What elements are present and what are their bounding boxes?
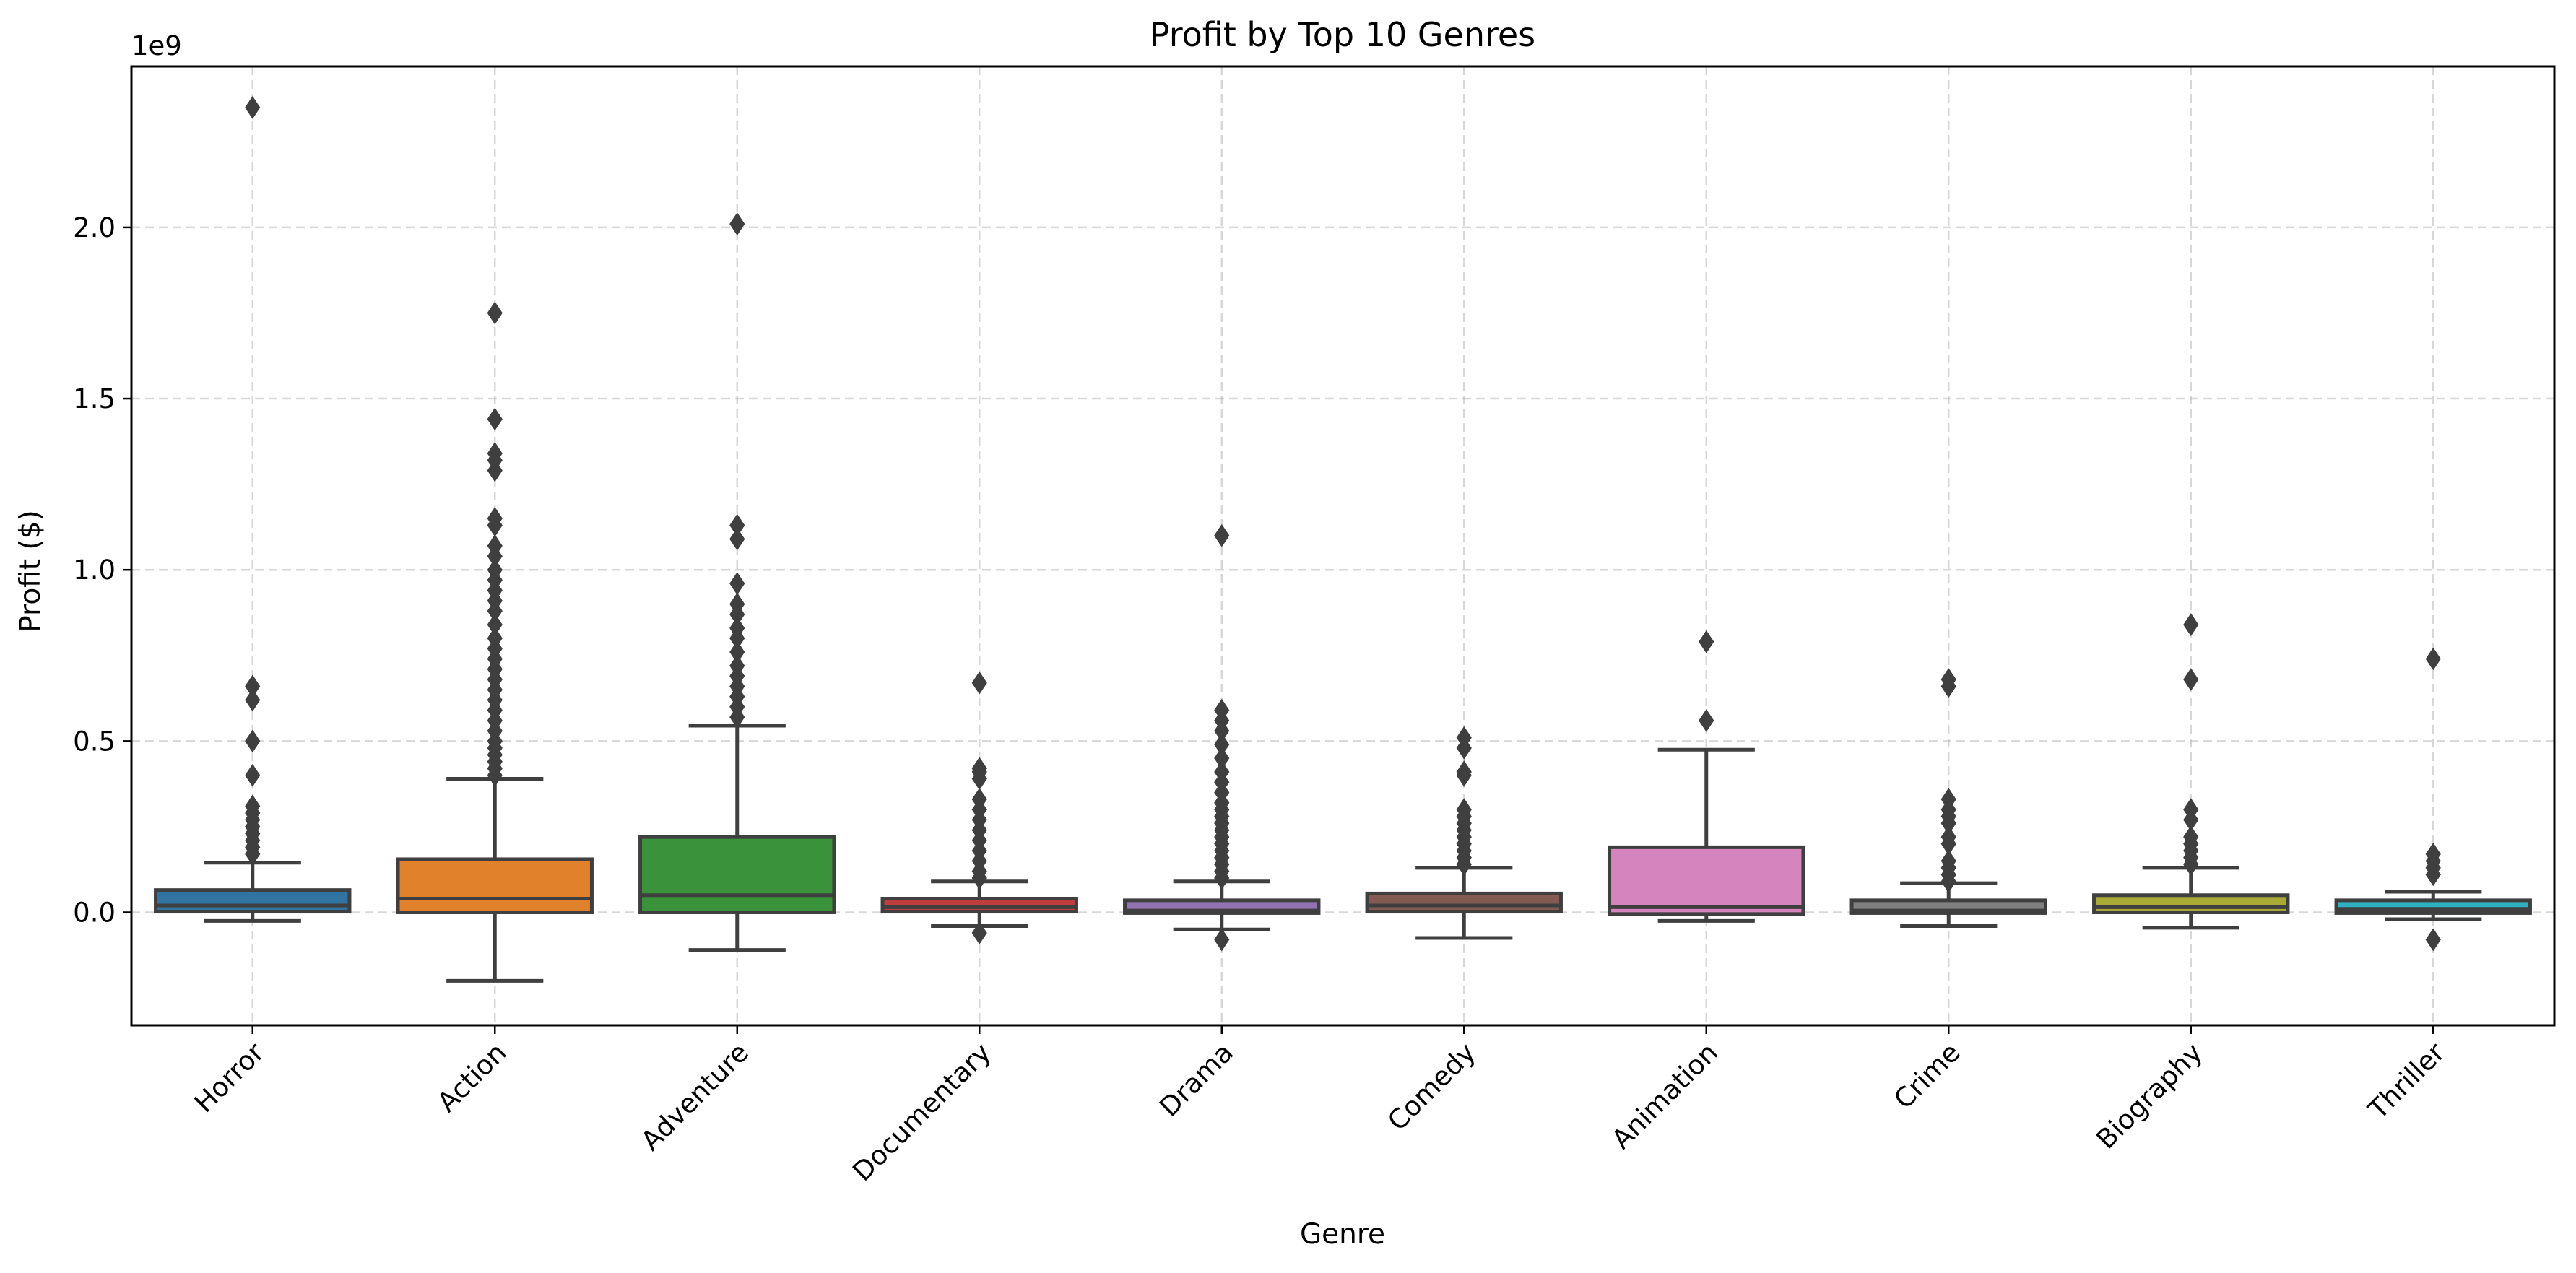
outlier-point bbox=[487, 301, 503, 325]
outlier-point bbox=[487, 507, 503, 530]
outlier-point bbox=[2425, 647, 2441, 671]
outlier-point bbox=[2425, 928, 2441, 952]
outlier-point bbox=[245, 96, 261, 119]
outlier-point bbox=[729, 513, 745, 537]
outlier-point bbox=[729, 527, 745, 551]
outlier-point bbox=[245, 794, 261, 818]
outlier-point bbox=[2183, 613, 2199, 636]
outlier-point bbox=[245, 674, 261, 698]
box-group-drama bbox=[1123, 523, 1321, 952]
outlier-point bbox=[1940, 668, 1956, 691]
outlier-point bbox=[1940, 849, 1956, 873]
outlier-point bbox=[487, 558, 503, 582]
outlier-point bbox=[729, 654, 745, 677]
outlier-point bbox=[729, 640, 745, 664]
box-group-thriller bbox=[2334, 647, 2532, 952]
outlier-point bbox=[2183, 825, 2199, 849]
outlier-point bbox=[1214, 523, 1230, 547]
outlier-point bbox=[487, 627, 503, 650]
y-tick-label: 0.5 bbox=[73, 726, 116, 757]
outlier-point bbox=[1214, 733, 1230, 756]
outlier-point bbox=[1456, 726, 1472, 750]
plot-frame bbox=[130, 65, 2556, 1027]
y-tick-label: 2.0 bbox=[73, 212, 116, 243]
outlier-point bbox=[1456, 760, 1472, 783]
boxes bbox=[154, 96, 2532, 983]
outlier-point bbox=[729, 212, 745, 236]
outlier-point bbox=[971, 671, 987, 695]
outlier-point bbox=[971, 788, 987, 811]
outlier-point bbox=[2425, 842, 2441, 866]
chart-title: Profit by Top 10 Genres bbox=[1150, 15, 1535, 54]
box-action bbox=[396, 857, 594, 914]
box-group-comedy bbox=[1365, 726, 1563, 940]
box-biography bbox=[2092, 893, 2290, 914]
outlier-point bbox=[1699, 708, 1714, 732]
y-tick-label: 1.5 bbox=[73, 383, 116, 414]
box-comedy bbox=[1365, 891, 1563, 914]
box-horror bbox=[154, 888, 352, 914]
outlier-point bbox=[2183, 798, 2199, 822]
outlier-point bbox=[245, 688, 261, 712]
box-group-action bbox=[396, 301, 594, 983]
outlier-point bbox=[971, 757, 987, 781]
y-tick-label: 0.0 bbox=[73, 897, 116, 928]
box-group-horror bbox=[154, 96, 352, 923]
outlier-point bbox=[1214, 760, 1230, 783]
y-tick-label: 1.0 bbox=[73, 555, 116, 586]
outlier-point bbox=[487, 613, 503, 636]
box-group-adventure bbox=[638, 212, 836, 952]
outlier-point bbox=[1940, 825, 1956, 849]
outlier-point bbox=[1456, 798, 1472, 822]
box-adventure bbox=[638, 835, 836, 914]
outlier-point bbox=[1214, 747, 1230, 770]
outlier-point bbox=[729, 592, 745, 616]
outlier-point bbox=[245, 729, 261, 753]
y-axis-offset-label: 1e9 bbox=[131, 30, 182, 61]
y-axis-label: Profit ($) bbox=[14, 510, 47, 632]
x-axis-label: Genre bbox=[1300, 1218, 1385, 1251]
box-documentary bbox=[880, 897, 1078, 914]
box-thriller bbox=[2334, 898, 2532, 915]
outlier-point bbox=[729, 616, 745, 640]
outlier-point bbox=[487, 407, 503, 431]
box-group-crime bbox=[1849, 668, 2047, 928]
box-group-animation bbox=[1608, 630, 1805, 923]
outlier-point bbox=[1940, 788, 1956, 811]
outlier-point bbox=[1214, 698, 1230, 722]
box-group-documentary bbox=[880, 671, 1078, 944]
outlier-point bbox=[729, 572, 745, 596]
outlier-point bbox=[245, 763, 261, 787]
outlier-point bbox=[1699, 630, 1714, 653]
outlier-point bbox=[1214, 928, 1230, 952]
outlier-point bbox=[971, 921, 987, 944]
box-group-biography bbox=[2092, 613, 2290, 930]
outlier-point bbox=[2183, 668, 2199, 691]
outlier-point bbox=[487, 534, 503, 557]
box-animation bbox=[1608, 845, 1805, 916]
outlier-point bbox=[487, 442, 503, 465]
